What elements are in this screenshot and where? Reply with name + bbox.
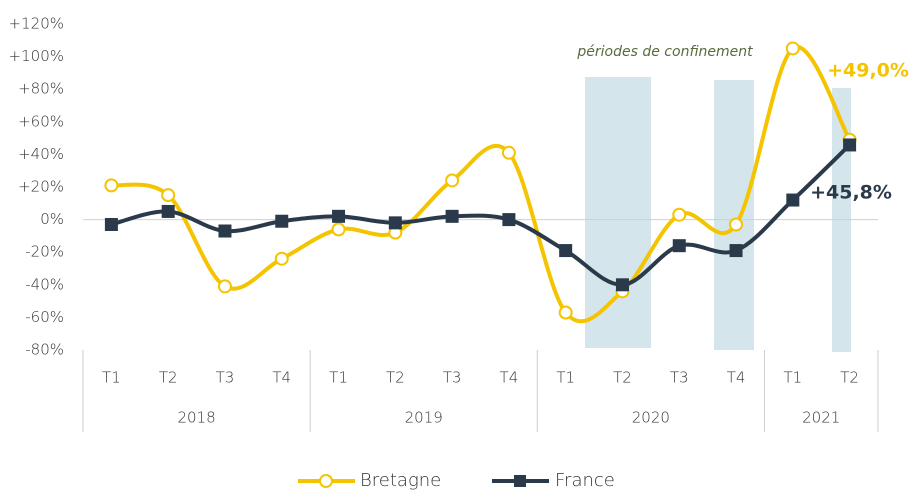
marker — [445, 173, 460, 188]
x-tick-label: T4 — [500, 369, 519, 387]
legend-label: France — [555, 470, 615, 490]
x-tick-label: T3 — [670, 369, 689, 387]
marker — [559, 244, 573, 258]
marker — [217, 279, 232, 294]
marker — [445, 209, 459, 223]
x-tick-label: T4 — [272, 369, 291, 387]
marker — [729, 217, 744, 232]
marker — [388, 216, 402, 230]
shaded-period — [714, 80, 754, 350]
marker — [104, 217, 118, 231]
marker — [332, 209, 346, 223]
marker — [274, 251, 289, 266]
legend-label: Bretagne — [360, 470, 441, 490]
annotation: périodes de confinement — [576, 44, 753, 60]
x-tick-label: T1 — [556, 369, 575, 387]
legend-marker — [514, 475, 526, 487]
x-tick-label: T1 — [102, 369, 121, 387]
y-tick-label: +80% — [18, 80, 64, 98]
marker — [331, 222, 346, 237]
x-tick-label: T3 — [443, 369, 462, 387]
marker — [501, 145, 516, 160]
marker — [672, 207, 687, 222]
y-tick-label: -40% — [25, 275, 64, 293]
legend-marker — [319, 474, 333, 488]
group-label: 2019 — [405, 409, 443, 427]
group-label: 2018 — [177, 409, 215, 427]
x-tick-label: T4 — [727, 369, 746, 387]
marker — [502, 213, 516, 227]
y-tick-label: +60% — [18, 112, 64, 130]
marker — [786, 193, 800, 207]
y-tick-label: +100% — [9, 47, 64, 65]
x-tick-label: T2 — [840, 369, 859, 387]
y-tick-label: 0% — [40, 210, 64, 228]
marker — [275, 214, 289, 228]
end-label: +45,8% — [810, 182, 892, 204]
marker — [843, 138, 857, 152]
marker — [729, 244, 743, 258]
marker — [218, 224, 232, 238]
x-tick-label: T2 — [159, 369, 178, 387]
x-tick-label: T3 — [216, 369, 235, 387]
marker — [672, 239, 686, 253]
x-tick-label: T2 — [613, 369, 632, 387]
y-tick-label: -60% — [25, 308, 64, 326]
x-tick-label: T1 — [783, 369, 802, 387]
y-tick-label: +20% — [18, 178, 64, 196]
marker — [104, 178, 119, 193]
marker — [161, 188, 176, 203]
group-label: 2020 — [632, 409, 670, 427]
y-tick-label: +120% — [9, 15, 64, 33]
y-tick-label: +40% — [18, 145, 64, 163]
shaded-period — [585, 77, 651, 348]
marker — [785, 41, 800, 56]
y-tick-label: -20% — [25, 243, 64, 261]
end-label: +49,0% — [827, 60, 909, 82]
x-tick-label: T2 — [386, 369, 405, 387]
x-tick-label: T1 — [329, 369, 348, 387]
marker — [558, 305, 573, 320]
marker — [161, 204, 175, 218]
y-tick-label: -80% — [25, 341, 64, 359]
marker — [615, 278, 629, 292]
group-label: 2021 — [802, 409, 840, 427]
